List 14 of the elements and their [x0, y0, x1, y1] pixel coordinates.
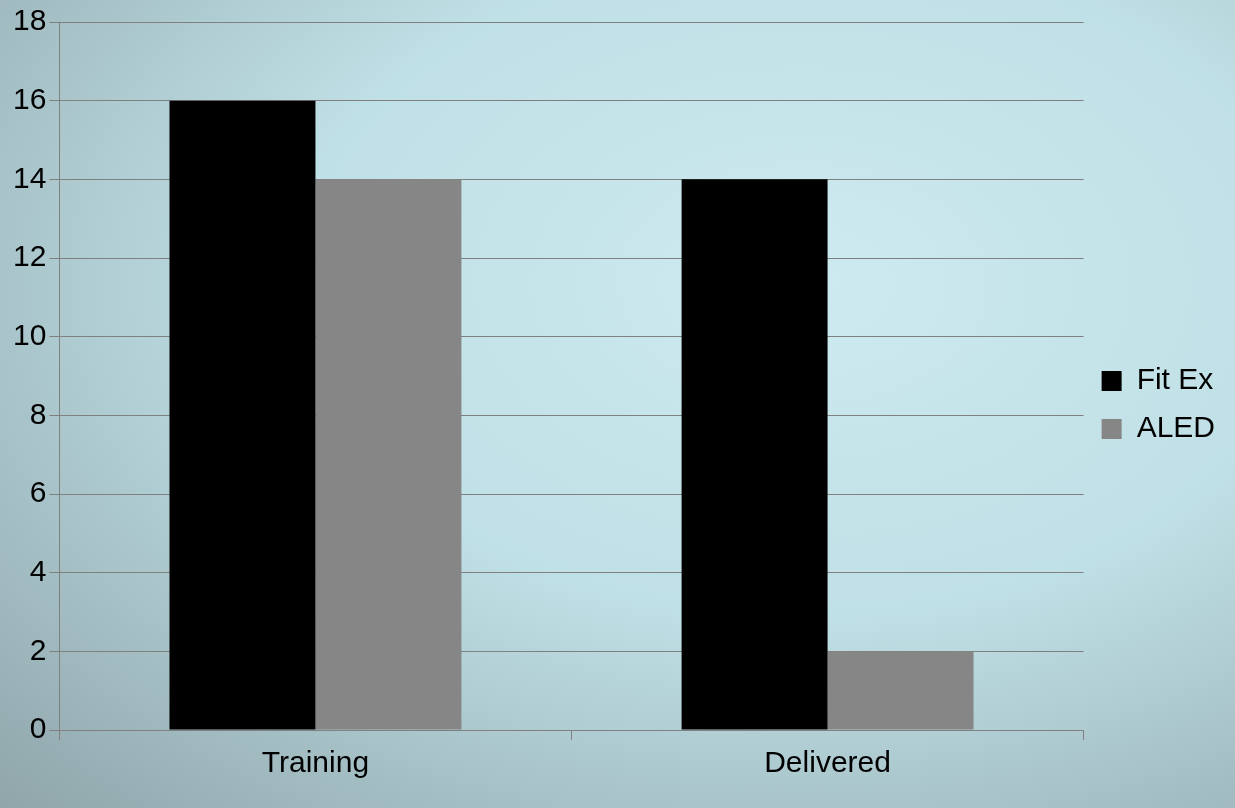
y-tick-label: 10	[12, 317, 47, 351]
y-tick-label: 2	[29, 632, 47, 666]
y-tick-label: 8	[29, 396, 47, 430]
y-tick-label: 6	[29, 475, 47, 509]
legend-label: ALED	[1136, 410, 1216, 444]
y-tick-label: 0	[29, 711, 47, 745]
x-tick-label: Delivered	[764, 745, 891, 779]
x-tick-label: Training	[261, 745, 370, 779]
y-tick-label: 4	[29, 553, 47, 587]
legend-label: Fit Ex	[1136, 362, 1214, 396]
y-tick-label: 18	[12, 3, 47, 37]
y-tick-label: 16	[12, 81, 47, 115]
y-tick-label: 12	[12, 239, 47, 273]
y-tick-label: 14	[12, 160, 47, 194]
